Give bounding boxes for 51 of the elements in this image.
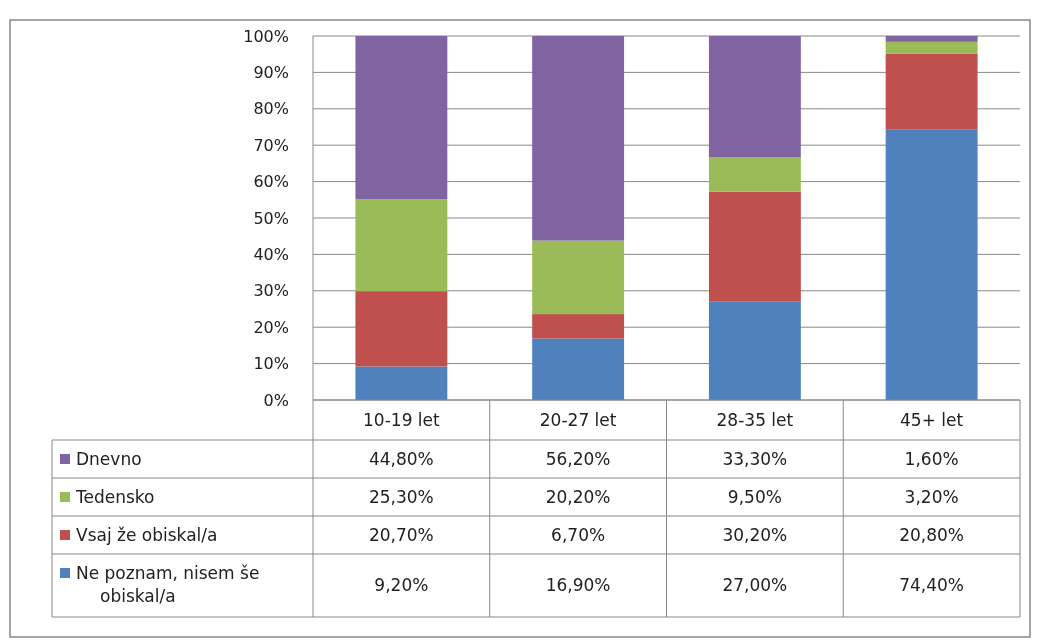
- bar: [355, 36, 448, 200]
- data-label: 20,20%: [545, 486, 611, 507]
- legend-label: Tedensko: [75, 486, 155, 507]
- bar: [355, 291, 448, 367]
- bar: [885, 41, 978, 54]
- bar: [708, 191, 801, 302]
- y-tick-label: 40%: [253, 245, 289, 264]
- data-label: 16,90%: [545, 575, 611, 596]
- data-label: 33,30%: [722, 448, 788, 469]
- data-label: 20,70%: [368, 524, 434, 545]
- bar: [355, 366, 448, 400]
- bar: [355, 199, 448, 292]
- bar: [708, 36, 801, 158]
- y-tick-label: 60%: [253, 172, 289, 192]
- bar: [885, 129, 978, 400]
- legend-label: Vsaj že obiskal/a: [76, 524, 218, 545]
- legend-label: Dnevno: [76, 448, 142, 469]
- data-label: 3,20%: [904, 486, 959, 507]
- data-label: 74,40%: [899, 575, 965, 596]
- data-label: 9,50%: [727, 486, 782, 507]
- y-tick-label: 80%: [253, 99, 289, 119]
- data-label: 25,30%: [368, 486, 434, 507]
- bar: [532, 314, 625, 339]
- data-label: 44,80%: [368, 448, 434, 469]
- data-label: 6,70%: [551, 524, 606, 545]
- bar: [708, 157, 801, 192]
- y-tick-label: 70%: [253, 135, 289, 155]
- y-tick-label: 10%: [253, 354, 289, 374]
- x-tick-label: 20-27 let: [539, 409, 617, 430]
- bar: [532, 36, 625, 241]
- x-tick-label: 45+ let: [900, 409, 964, 430]
- data-label: 9,20%: [374, 575, 429, 596]
- y-tick-label: 100%: [243, 26, 289, 46]
- bar: [532, 240, 625, 315]
- x-tick-label: 28-35 let: [716, 409, 794, 430]
- y-tick-label: 30%: [253, 281, 289, 301]
- data-label: 27,00%: [722, 575, 788, 596]
- y-tick-label: 90%: [253, 63, 289, 82]
- data-label: 1,60%: [904, 448, 959, 469]
- bar: [708, 301, 801, 400]
- data-label: 20,80%: [899, 524, 965, 545]
- x-tick-label: 10-19 let: [363, 409, 441, 430]
- y-tick-label: 0%: [263, 390, 289, 410]
- bar: [532, 338, 625, 400]
- legend-label: Ne poznam, nisem še obiskal/a: [76, 562, 260, 606]
- bar: [885, 36, 978, 42]
- bar: [885, 53, 978, 130]
- y-tick-label: 20%: [253, 317, 289, 337]
- data-label: 56,20%: [545, 448, 611, 469]
- y-tick-label: 50%: [253, 208, 289, 228]
- data-label: 30,20%: [722, 524, 788, 545]
